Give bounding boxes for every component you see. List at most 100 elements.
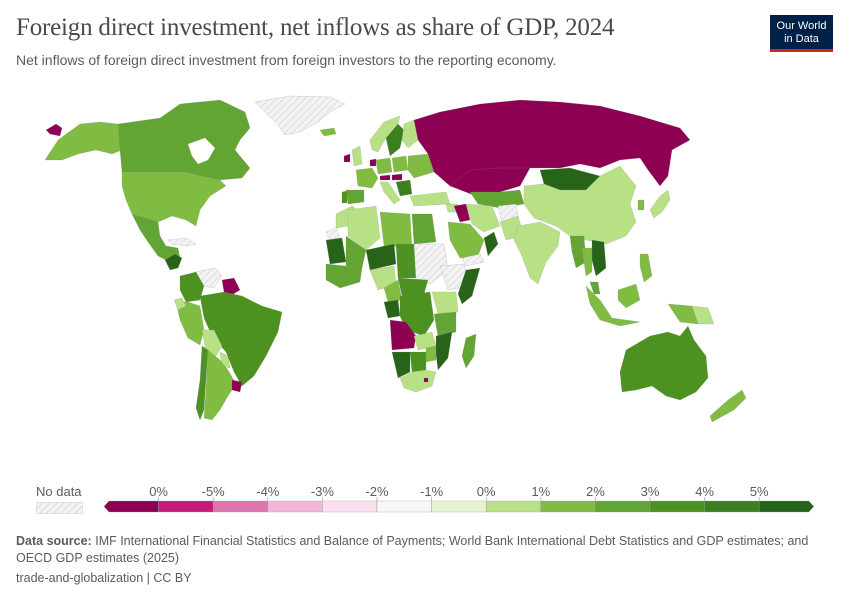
legend-tick-label: -5% [201, 484, 225, 499]
country-ireland[interactable] [343, 153, 351, 163]
legend-bin[interactable] [322, 500, 378, 513]
legend-bin[interactable] [595, 500, 651, 513]
country-netherlands[interactable] [369, 158, 377, 167]
country-tanzania[interactable] [433, 311, 457, 337]
country-mozambique[interactable] [435, 331, 453, 371]
country-turkey[interactable] [409, 191, 451, 207]
legend-tick-label: 1% [531, 484, 551, 499]
country-india[interactable] [513, 221, 561, 285]
country-uk[interactable] [351, 145, 363, 167]
country-indonesia[interactable] [585, 285, 641, 327]
country-peru[interactable] [175, 301, 205, 346]
legend-bin[interactable] [158, 500, 214, 513]
legend-bin[interactable] [103, 500, 159, 513]
legend-color-bar[interactable] [0, 480, 850, 520]
legend-bin[interactable] [540, 500, 596, 513]
country-vietnam[interactable] [591, 239, 607, 277]
data-source-label: Data source: [16, 534, 92, 548]
country-lesotho[interactable] [423, 377, 429, 383]
hudson-bay [188, 138, 215, 164]
country-mauritania[interactable] [325, 237, 347, 265]
world-map[interactable] [0, 86, 850, 476]
country-greenland[interactable] [254, 95, 346, 136]
country-australia[interactable] [619, 325, 709, 401]
country-iran[interactable] [465, 203, 501, 233]
country-niger[interactable] [365, 243, 397, 271]
country-malaysia[interactable] [589, 281, 601, 295]
country-austria[interactable] [379, 174, 391, 181]
country-poland[interactable] [391, 155, 409, 173]
country-argentina[interactable] [203, 349, 237, 421]
country-south-africa[interactable] [399, 369, 437, 393]
legend-bin[interactable] [213, 500, 268, 513]
country-egypt[interactable] [411, 213, 437, 245]
country-west-africa[interactable] [325, 263, 363, 289]
legend-tick-label: -4% [256, 484, 280, 499]
country-oman[interactable] [483, 231, 499, 257]
legend-tick-label: 2% [585, 484, 605, 499]
country-suriname[interactable] [221, 277, 241, 297]
country-sudan[interactable] [413, 243, 449, 285]
country-borneo[interactable] [617, 283, 641, 309]
country-ecuador[interactable] [173, 297, 187, 311]
license-link[interactable]: trade-and-globalization | CC BY [16, 571, 192, 585]
country-gabon-congo[interactable] [383, 299, 401, 319]
legend-bin[interactable] [486, 500, 541, 513]
legend-no-data-swatch[interactable] [36, 502, 83, 514]
country-canada[interactable] [117, 99, 251, 181]
legend-bin[interactable] [431, 500, 487, 513]
legend-no-data-label: No data [36, 484, 82, 499]
country-france[interactable] [355, 167, 379, 189]
country-balkans[interactable] [395, 179, 413, 197]
country-myanmar[interactable] [569, 235, 587, 269]
country-colombia[interactable] [179, 271, 205, 303]
country-new-guinea-west[interactable] [667, 303, 699, 325]
owid-logo[interactable]: Our World in Data [770, 15, 833, 52]
logo-line-1: Our World [776, 20, 827, 32]
country-new-zealand[interactable] [709, 389, 747, 423]
country-zimbabwe[interactable] [425, 345, 437, 363]
legend-bin[interactable] [649, 500, 705, 513]
country-finland[interactable] [401, 119, 419, 149]
country-thailand[interactable] [581, 247, 593, 277]
country-somalia[interactable] [457, 267, 481, 305]
country-usa[interactable] [121, 171, 227, 227]
legend-tick-label: -2% [365, 484, 389, 499]
legend-bin[interactable] [267, 500, 323, 513]
country-russia-west-fragment[interactable] [45, 123, 63, 137]
country-hungary[interactable] [391, 173, 403, 181]
data-source-text: IMF International Financial Statistics a… [16, 534, 809, 565]
country-south-korea[interactable] [637, 199, 645, 211]
country-uganda-kenya[interactable] [431, 291, 459, 315]
legend-bin[interactable] [704, 500, 760, 513]
country-chad[interactable] [395, 243, 417, 279]
country-japan[interactable] [649, 189, 671, 219]
country-ukraine-belarus[interactable] [407, 153, 435, 179]
country-iceland[interactable] [319, 127, 337, 137]
country-botswana[interactable] [409, 351, 427, 373]
country-portugal[interactable] [341, 190, 348, 204]
country-mexico[interactable] [131, 213, 181, 263]
country-china[interactable] [523, 165, 637, 245]
country-madagascar[interactable] [461, 333, 477, 369]
legend-tick-label: -3% [310, 484, 334, 499]
chart-subtitle: Net inflows of foreign direct investment… [16, 52, 557, 68]
legend-tick-label: 4% [695, 484, 714, 499]
country-libya[interactable] [379, 211, 413, 249]
country-central-america[interactable] [164, 253, 183, 271]
country-angola[interactable] [389, 319, 417, 351]
country-algeria[interactable] [347, 205, 381, 251]
legend-bin-last[interactable] [759, 500, 815, 513]
country-iraq[interactable] [453, 203, 471, 223]
country-yemen[interactable] [461, 253, 485, 267]
legend-bin[interactable] [376, 500, 432, 513]
country-germany[interactable] [375, 157, 393, 175]
country-western-sahara[interactable] [325, 227, 341, 241]
country-philippines[interactable] [639, 253, 653, 283]
country-namibia[interactable] [391, 351, 411, 379]
country-cuba[interactable] [167, 237, 197, 247]
country-usa-alaska[interactable] [44, 121, 123, 161]
country-italy[interactable] [379, 181, 401, 205]
country-spain[interactable] [345, 189, 365, 205]
country-uruguay[interactable] [231, 379, 243, 393]
